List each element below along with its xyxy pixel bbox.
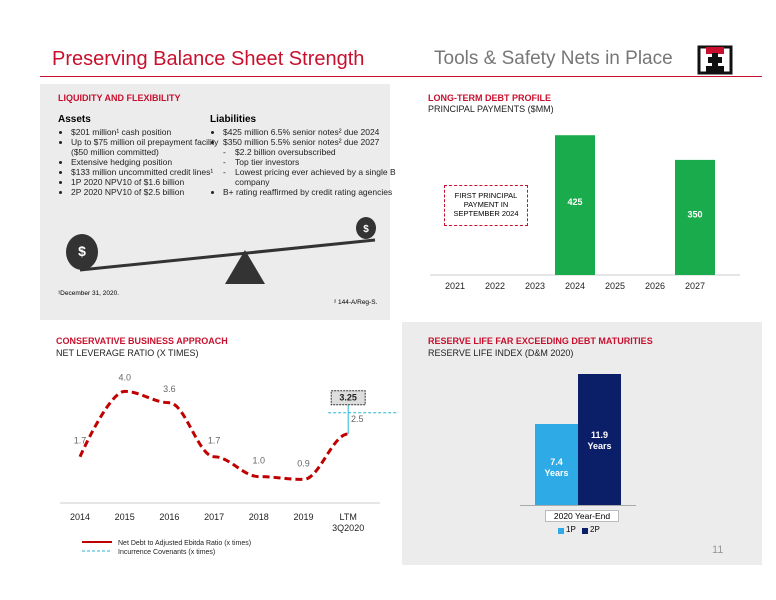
liabilities-list: $425 million 6.5% senior notes² due 2024… [212,127,398,197]
x-axis [520,505,636,506]
x-tick-label: 2025 [605,281,625,291]
dash: - [223,147,226,157]
bar [555,135,595,275]
scale-graphic: $ $ [66,217,376,284]
legend-label: Net Debt to Adjusted Ebitda Ratio (x tim… [118,540,251,547]
sub-text: Lowest pricing ever achieved by a single… [235,167,396,187]
bar [675,159,715,275]
legend-swatch [582,528,588,534]
data-label: 2.5 [351,414,364,424]
data-label: 1.7 [74,436,87,446]
data-label: 3.6 [163,384,176,394]
x-tick-label: 2023 [525,281,545,291]
data-label: 11.9 Years [587,430,612,452]
svg-text:$: $ [78,243,86,259]
x-tick-label: LTM 3Q2020 [332,512,364,533]
legend-swatch [82,541,112,543]
liability-item: $425 million 6.5% senior notes² due 2024 [223,127,398,137]
debt-chart: 2021 2022 2023 2024 425 2025 2026 2027 350 [430,135,740,291]
annotation: FIRST PRINCIPAL PAYMENT IN SEPTEMBER 202… [444,185,528,226]
liability-sub-item: - Lowest pricing ever achieved by a singl… [223,167,398,187]
x-tick-label: 2017 [204,512,224,522]
x-tick-label: 2019 [293,512,313,522]
x-tick-label: 2014 [70,512,90,522]
legend-swatch [558,528,564,534]
panel-subtitle: PRINCIPAL PAYMENTS ($MM) [428,104,554,114]
reserve-chart: 7.4 Years 1P 11.9 Years 2P 2020 Year-End [520,374,636,534]
sub-text: $2.2 billion oversubscribed [235,147,336,157]
data-label: 425 [567,197,582,207]
asset-item: $201 million¹ cash position [71,127,221,137]
data-label: 350 [687,209,702,219]
dash: - [223,167,226,177]
data-label: 0.9 [297,458,310,468]
logo [697,45,733,75]
asset-item: $133 million uncommitted credit lines¹ [71,167,221,177]
data-label: 4.0 [118,372,131,382]
asset-item: Extensive hedging position [71,157,221,167]
covenant-box [330,390,366,406]
liability-item: $350 million 5.5% senior notes² due 2027 [223,137,398,147]
x-tick-label: 2026 [645,281,665,291]
assets-list: $201 million¹ cash positionUp to $75 mil… [60,127,221,197]
sub-text: Top tier investors [235,157,300,167]
x-tick-label: 2016 [159,512,179,522]
line-series [78,389,349,481]
legend-label: 2P [590,525,600,534]
header-rule [40,76,762,77]
svg-text:$: $ [363,224,369,235]
legend-label: 1P [566,525,576,534]
assets-heading: Assets [58,114,91,125]
liquidity-panel [40,84,390,320]
footnote: ² 144-A/Reg-S. [334,299,378,306]
bar: 7.4 Years [535,423,578,505]
x-tick-label: 2027 [685,281,705,291]
x-tick-label: 2024 [565,281,585,291]
panel-title: LIQUIDITY AND FLEXIBILITY [58,93,181,103]
x-tick-label: 2015 [115,512,135,522]
covenant-label: 3.25 [339,393,357,403]
category-label: 2020 Year-End [545,510,619,522]
page-number: 11 [712,544,724,556]
liability-sub-item: - $2.2 billion oversubscribed [223,147,398,157]
panel-title: LONG-TERM DEBT PROFILE [428,93,551,103]
data-label: 1.0 [253,456,266,466]
panel-title: RESERVE LIFE FAR EXCEEDING DEBT MATURITI… [428,336,653,346]
footnote: ¹December 31, 2020. [58,290,120,297]
bar: 11.9 Years [578,374,621,505]
x-tick-label: 2022 [485,281,505,291]
leverage-chart: 2014 2015 2016 2017 2018 2019 LTM 3Q2020 1.7 4.0 3… [60,372,399,556]
liability-item: B+ rating reaffirmed by credit rating ag… [223,187,398,197]
liabilities-heading: Liabilities [210,114,257,125]
asset-item: 2P 2020 NPV10 of $2.5 billion [71,187,221,197]
legend-label: Incurrence Covenants (x times) [118,549,215,556]
slide-subtitle: Tools & Safety Nets in Place [434,48,673,69]
asset-item: Up to $75 million oil prepayment facilit… [71,137,221,157]
panel-subtitle: NET LEVERAGE RATIO (X TIMES) [56,348,199,358]
asset-item: 1P 2020 NPV10 of $1.6 billion [71,177,221,187]
data-label: 7.4 Years [544,456,569,478]
x-tick-label: 2018 [249,512,269,522]
slide-title: Preserving Balance Sheet Strength [52,48,365,70]
dash: - [223,157,226,167]
tick-word: LTM [340,512,357,522]
panel-subtitle: RESERVE LIFE INDEX (D&M 2020) [428,348,574,358]
tick-word: 3Q2020 [332,523,364,533]
liability-sub-item: - Top tier investors [223,157,398,167]
data-label: 1.7 [208,436,221,446]
panel-title: CONSERVATIVE BUSINESS APPROACH [56,336,228,346]
x-tick-label: 2021 [445,281,465,291]
